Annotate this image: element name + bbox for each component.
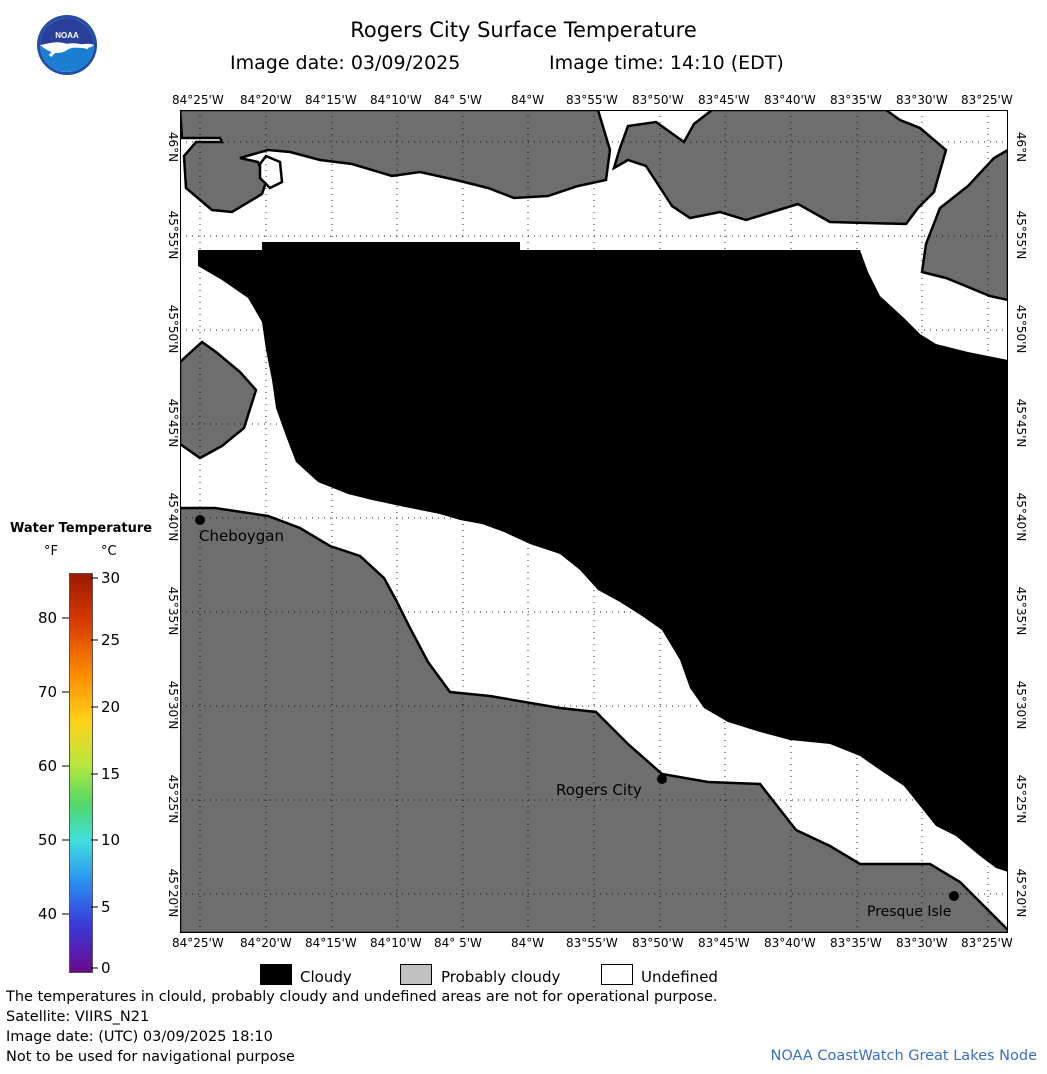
- lon-label-bottom: 84°10'W: [370, 936, 422, 950]
- lat-label-left: 45°50'N: [166, 304, 180, 354]
- rogers-city-marker: [657, 774, 667, 784]
- lat-label-right: 45°30'N: [1014, 680, 1028, 730]
- lon-label-bottom: 83°40'W: [764, 936, 816, 950]
- place-label-rogers-city: Rogers City: [556, 781, 642, 799]
- scale-c-tick: 10: [101, 831, 121, 849]
- lon-label-bottom: 83°25'W: [961, 936, 1013, 950]
- lat-label-left: 45°20'N: [166, 868, 180, 918]
- lat-label-left: 45°55'N: [166, 210, 180, 260]
- scale-f-tick: 80: [38, 609, 58, 627]
- lat-label-right: 45°50'N: [1014, 304, 1028, 354]
- scale-c-tick: 25: [101, 631, 121, 649]
- place-label-cheboygan: Cheboygan: [199, 527, 285, 545]
- lat-label-right: 45°55'N: [1014, 210, 1028, 260]
- scale-f-tick: 40: [38, 905, 58, 923]
- cloud-region: [198, 242, 1008, 872]
- legend-cloudy-swatch: [260, 964, 292, 985]
- temperature-color-bar: [69, 573, 93, 973]
- lat-label-left: 45°40'N: [166, 492, 180, 542]
- lon-label-top: 84°10'W: [370, 93, 422, 107]
- scale-c-tick: 0: [101, 959, 111, 977]
- lat-label-right: 46°N: [1014, 131, 1028, 163]
- scale-c-tick: 20: [101, 698, 121, 716]
- lon-label-top: 84°20'W: [240, 93, 292, 107]
- map-panel[interactable]: [180, 110, 1008, 933]
- place-label-presque-isle: Presque Isle: [867, 904, 952, 920]
- lon-label-bottom: 84°W: [511, 936, 545, 950]
- legend-probably-cloudy-swatch: [400, 964, 432, 985]
- lon-label-bottom: 83°30'W: [896, 936, 948, 950]
- lon-label-bottom: 84°25'W: [172, 936, 224, 950]
- lon-label-bottom: 83°45'W: [698, 936, 750, 950]
- lon-label-top: 83°25'W: [961, 93, 1013, 107]
- scale-f-tick: 60: [38, 757, 58, 775]
- legend-undefined-swatch: [601, 964, 633, 985]
- noaa-logo: NOAA: [36, 14, 98, 76]
- image-date: Image date: 03/09/2025: [230, 52, 461, 74]
- lon-label-bottom: 84°15'W: [305, 936, 357, 950]
- lon-label-top: 84°15'W: [305, 93, 357, 107]
- lon-label-bottom: 83°55'W: [566, 936, 618, 950]
- scale-title: Water Temperature: [10, 521, 153, 536]
- land-bois-blanc: [180, 340, 258, 460]
- lon-label-top: 84° 5'W: [434, 93, 482, 107]
- lon-label-top: 83°30'W: [896, 93, 948, 107]
- scale-ticks: [62, 577, 98, 969]
- lat-label-right: 45°45'N: [1014, 398, 1028, 448]
- credit-link[interactable]: NOAA CoastWatch Great Lakes Node: [770, 1048, 1037, 1064]
- lat-label-left: 46°N: [166, 131, 180, 163]
- scale-c-tick: 30: [101, 569, 121, 587]
- lon-label-top: 83°50'W: [632, 93, 684, 107]
- page-title: Rogers City Surface Temperature: [350, 18, 697, 42]
- lon-label-top: 83°40'W: [764, 93, 816, 107]
- land-north-shore: [180, 110, 612, 214]
- land-north-shore-east: [611, 110, 948, 226]
- lon-label-bottom: 84° 5'W: [434, 936, 482, 950]
- lat-label-left: 45°45'N: [166, 398, 180, 448]
- map-frame: [180, 110, 1008, 933]
- lon-label-top: 83°35'W: [830, 93, 882, 107]
- utc-date-text: Image date: (UTC) 03/09/2025 18:10: [6, 1029, 273, 1045]
- land-south-shore: [180, 506, 1008, 933]
- lat-label-left: 45°25'N: [166, 774, 180, 824]
- presque-isle-marker: [949, 891, 959, 901]
- scale-c-tick: 5: [101, 898, 111, 916]
- lat-label-left: 45°30'N: [166, 680, 180, 730]
- lon-label-top: 84°W: [511, 93, 545, 107]
- legend-cloudy-label: Cloudy: [300, 968, 352, 986]
- scale-c-tick: 15: [101, 765, 121, 783]
- lon-label-top: 84°25'W: [172, 93, 224, 107]
- svg-text:NOAA: NOAA: [55, 31, 79, 40]
- scale-unit-f: °F: [44, 544, 58, 559]
- lat-label-right: 45°40'N: [1014, 492, 1028, 542]
- scale-f-tick: 70: [38, 683, 58, 701]
- lat-label-right: 45°35'N: [1014, 586, 1028, 636]
- lon-label-top: 83°55'W: [566, 93, 618, 107]
- graticule: [180, 110, 1008, 933]
- scale-f-tick: 50: [38, 831, 58, 849]
- lon-label-bottom: 84°20'W: [240, 936, 292, 950]
- lon-label-bottom: 83°35'W: [830, 936, 882, 950]
- navigation-note: Not to be used for navigational purpose: [6, 1049, 295, 1065]
- disclaimer-text: The temperatures in clould, probably clo…: [6, 989, 718, 1005]
- scale-unit-c: °C: [101, 544, 117, 559]
- image-time: Image time: 14:10 (EDT): [549, 52, 784, 74]
- lat-label-right: 45°20'N: [1014, 868, 1028, 918]
- lat-label-right: 45°25'N: [1014, 774, 1028, 824]
- lon-label-top: 83°45'W: [698, 93, 750, 107]
- land-east-island: [920, 148, 1008, 302]
- cheboygan-marker: [195, 515, 205, 525]
- satellite-text: Satellite: VIIRS_N21: [6, 1009, 150, 1025]
- legend-probably-cloudy-label: Probably cloudy: [441, 968, 561, 986]
- legend-undefined-label: Undefined: [641, 968, 718, 986]
- lat-label-left: 45°35'N: [166, 586, 180, 636]
- lon-label-bottom: 83°50'W: [632, 936, 684, 950]
